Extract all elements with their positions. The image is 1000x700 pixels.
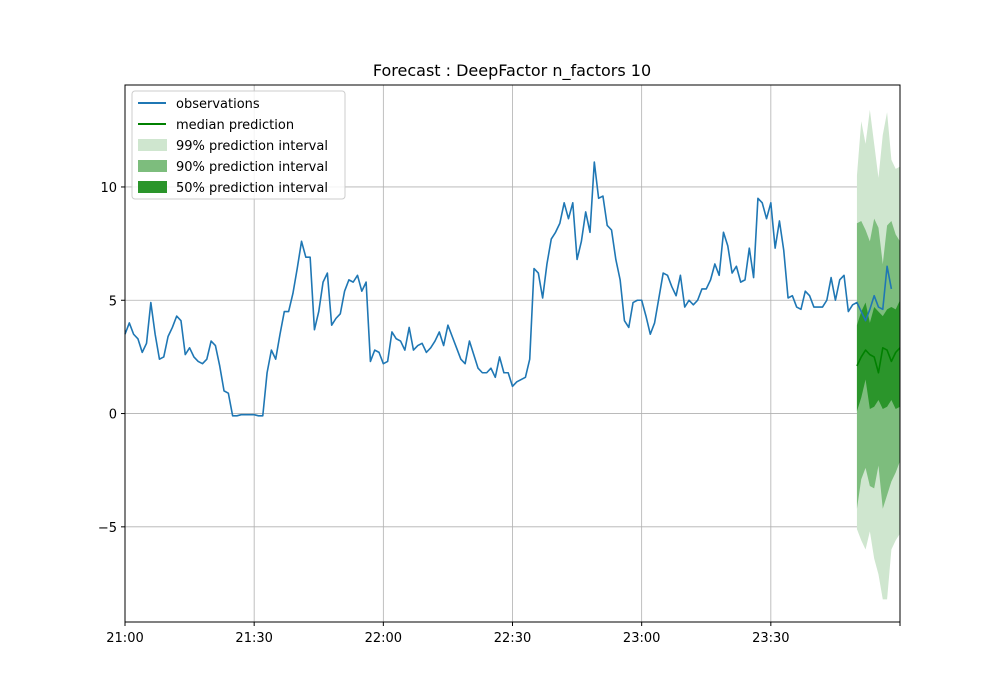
legend-box — [131, 90, 346, 200]
legend: observations median prediction 99% predict… — [131, 90, 346, 200]
x-tick-label-5: 23:30 — [752, 631, 789, 646]
series-lines — [124, 161, 901, 417]
x-tick-label-2: 22:00 — [365, 631, 402, 646]
legend-label-p99: 99% prediction interval — [176, 139, 328, 154]
median-prediction-line — [856, 347, 901, 374]
legend-swatch-p90 — [138, 160, 167, 172]
x-tick-label-4: 23:00 — [623, 631, 660, 646]
chart-title: Forecast : DeepFactor n_factors 10 — [373, 61, 651, 81]
x-axis: 21:00 21:30 22:00 22:30 23:00 23:30 — [106, 622, 901, 646]
band-50 — [856, 300, 900, 412]
legend-label-median: median prediction — [176, 118, 294, 133]
y-tick-label-3: −5 — [98, 521, 117, 536]
legend-swatch-p99 — [138, 139, 167, 151]
y-tick-label-2: 0 — [109, 408, 117, 423]
legend-label-obs: observations — [176, 97, 260, 112]
y-tick-label-0: 10 — [100, 181, 117, 196]
legend-label-p50: 50% prediction interval — [176, 181, 328, 196]
prediction-intervals — [856, 109, 900, 600]
observations-line — [124, 161, 893, 417]
x-tick-label-1: 21:30 — [235, 631, 272, 646]
y-tick-label-1: 5 — [109, 294, 117, 309]
legend-swatch-p50 — [138, 181, 167, 193]
y-axis: 10 5 0 −5 — [98, 181, 125, 536]
x-tick-label-0: 21:00 — [106, 631, 143, 646]
x-tick-label-3: 22:30 — [494, 631, 531, 646]
legend-label-p90: 90% prediction interval — [176, 160, 328, 175]
